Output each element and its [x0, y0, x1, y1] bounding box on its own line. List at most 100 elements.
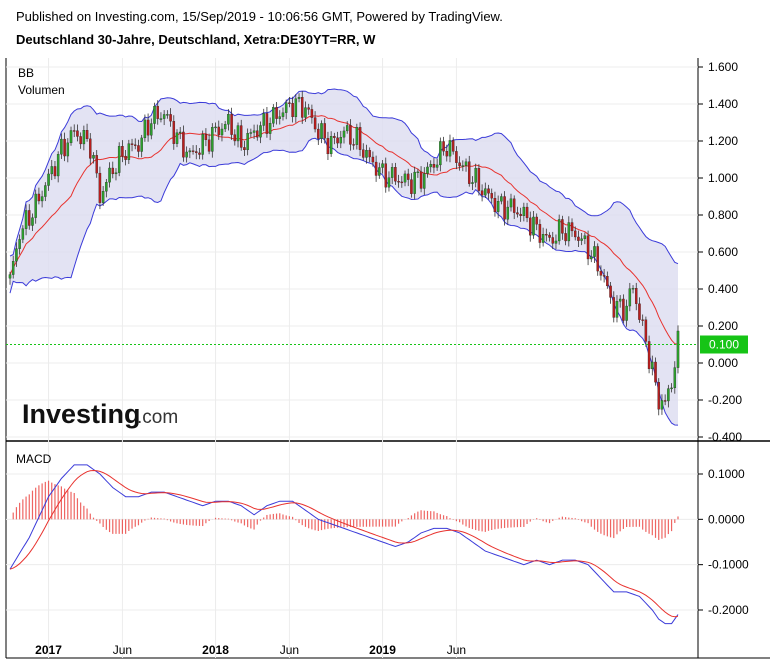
candle-body	[92, 155, 95, 159]
candle-body	[307, 107, 310, 110]
candle	[647, 335, 651, 374]
x-axis-labels: 2017 Jun 2018 Jun 2019 Jun	[35, 643, 466, 657]
candle-body	[397, 181, 400, 183]
candle-body	[654, 361, 657, 383]
band-fill	[10, 88, 678, 426]
candle-body	[349, 125, 352, 145]
candle	[114, 168, 118, 181]
candle	[651, 355, 654, 376]
candle	[204, 128, 208, 147]
candle	[66, 138, 70, 163]
candle-body	[474, 168, 477, 183]
candle	[387, 171, 391, 192]
candle	[493, 191, 497, 217]
candle	[439, 137, 442, 172]
candle-body	[609, 285, 612, 298]
candle-body	[368, 150, 371, 158]
candle-body	[63, 138, 66, 157]
candle-body	[500, 196, 503, 202]
macd-title: MACD	[16, 452, 52, 466]
candle	[403, 170, 407, 187]
candle	[484, 182, 487, 198]
macd-series	[9, 464, 679, 625]
candle-body	[223, 124, 227, 130]
candle-body	[442, 141, 445, 152]
candle-body	[455, 151, 458, 163]
candle	[169, 108, 172, 127]
candle-body	[631, 288, 635, 290]
candle-body	[410, 179, 413, 194]
lower-band	[9, 136, 679, 426]
candle-body	[670, 387, 673, 390]
candle	[329, 131, 333, 157]
candle	[262, 108, 265, 132]
candle	[487, 184, 490, 200]
candle-body	[471, 182, 474, 184]
candle	[631, 285, 635, 294]
candle-body	[394, 167, 397, 182]
candle-body	[551, 237, 555, 244]
candle-body	[79, 136, 82, 145]
candle	[435, 158, 439, 171]
candle-body	[374, 161, 378, 176]
candle	[673, 361, 677, 394]
candle-body	[111, 167, 115, 175]
middle-band	[9, 115, 679, 345]
candle-body	[426, 166, 429, 174]
candle-body	[28, 210, 31, 226]
candle-body	[583, 235, 587, 239]
candle-body	[660, 400, 664, 410]
candle	[239, 119, 243, 151]
candle-body	[105, 182, 108, 192]
candle-body	[31, 217, 34, 226]
candle	[227, 109, 230, 131]
candle-body	[506, 206, 510, 220]
candle	[519, 207, 522, 222]
candle-body	[496, 201, 500, 212]
candle	[85, 123, 89, 142]
y-tick-label: 0.800	[708, 208, 738, 222]
candle-body	[198, 152, 201, 155]
candle-body	[387, 177, 391, 188]
candle-body	[169, 114, 172, 122]
candle	[297, 93, 301, 103]
candle-body	[612, 297, 616, 318]
candle-body	[480, 190, 484, 196]
candle-body	[413, 171, 416, 194]
candle-body	[310, 109, 314, 118]
candle	[529, 211, 532, 242]
candle-body	[130, 143, 134, 145]
candle	[522, 202, 526, 222]
candle-body	[503, 196, 506, 220]
candle	[323, 117, 326, 144]
candle	[249, 128, 253, 138]
candle	[371, 151, 375, 167]
candle-body	[320, 123, 323, 139]
candle-body	[519, 213, 522, 217]
y-tick-label: -0.400	[708, 430, 742, 444]
candle-body	[140, 137, 143, 152]
candle	[602, 268, 606, 283]
candle-body	[47, 173, 50, 186]
candle	[464, 158, 468, 172]
candle-body	[182, 131, 185, 158]
candle	[252, 124, 256, 139]
candle-body	[259, 125, 262, 138]
candle-body	[60, 138, 63, 155]
candle-body	[339, 137, 343, 144]
candle	[593, 241, 596, 264]
candle	[368, 147, 371, 163]
candle	[259, 121, 262, 144]
candle-body	[567, 222, 571, 242]
candle-body	[291, 102, 294, 118]
candle-body	[554, 240, 558, 244]
candle	[153, 102, 156, 130]
macd-line	[9, 464, 679, 625]
candle	[480, 184, 484, 202]
candle	[284, 99, 288, 120]
candle	[15, 242, 18, 267]
candle-body	[493, 198, 497, 212]
candle	[140, 134, 143, 158]
